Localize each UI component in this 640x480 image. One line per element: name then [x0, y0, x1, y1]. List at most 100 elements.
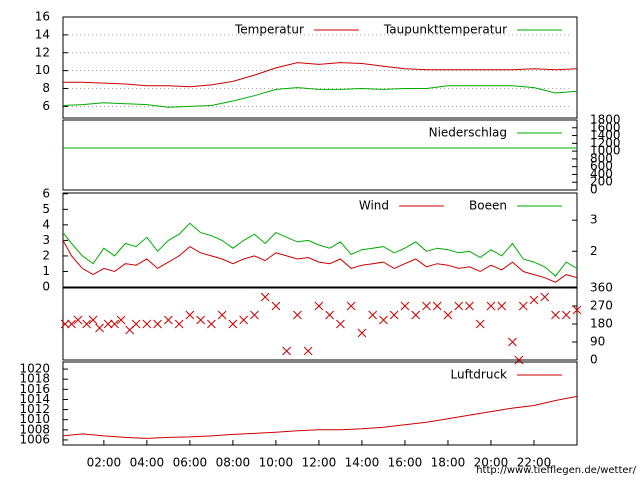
scatter-point [508, 337, 517, 347]
scatter-point [368, 310, 378, 320]
scatter-point [82, 319, 92, 329]
legend-label: Boeen [469, 199, 507, 213]
x-tick-label: 20:00 [474, 456, 509, 470]
y-tick-label: 1 [42, 264, 50, 278]
y-tick-label: 0 [42, 280, 50, 294]
y-tick-label: 3 [42, 233, 50, 247]
y-tick-label: 1006 [19, 432, 50, 446]
series-line [62, 240, 578, 283]
x-tick-label: 10:00 [259, 456, 294, 470]
scatter-point [514, 355, 524, 365]
y-tick-label: 1014 [19, 392, 50, 406]
y2-tick-label: 1600 [590, 120, 621, 134]
panel-frame [62, 16, 578, 119]
scatter-point [454, 301, 464, 311]
scatter-point [116, 315, 126, 325]
y-tick-label: 8 [42, 81, 50, 95]
scatter-point [379, 315, 388, 325]
y2-tick-label: 800 [590, 151, 613, 165]
scatter-point [228, 319, 238, 329]
x-tick-label: 22:00 [517, 456, 552, 470]
scatter-point [443, 310, 453, 320]
scatter-point [73, 315, 83, 325]
panel-frame [62, 361, 578, 446]
scatter-point [142, 319, 152, 329]
scatter-point [293, 310, 302, 320]
scatter-point [250, 310, 259, 320]
scatter-point [540, 292, 550, 302]
y2-tick-label: 1800 [590, 113, 621, 127]
x-tick-label: 12:00 [302, 456, 337, 470]
series-line [62, 395, 578, 439]
y2-tick-label: 600 [590, 159, 613, 173]
scatter-point [400, 301, 410, 311]
y2-tick-label: 3 [590, 213, 598, 227]
y2-tick-label: 90 [590, 335, 605, 349]
x-tick-label: 16:00 [388, 456, 423, 470]
y-tick-label: 5 [42, 202, 50, 216]
scatter-point [432, 301, 442, 311]
legend-label: Taupunkttemperatur [383, 23, 507, 37]
scatter-point [131, 319, 141, 329]
scatter-point [271, 301, 281, 311]
legend-label: Temperatur [234, 23, 304, 37]
legend-label: Niederschlag [429, 126, 507, 140]
y-tick-label: 1008 [19, 422, 50, 436]
y-tick-label: 2 [42, 248, 50, 262]
y2-tick-label: 0 [590, 183, 598, 197]
scatter-point [303, 346, 313, 356]
x-tick-label: 18:00 [431, 456, 466, 470]
scatter-point [314, 301, 324, 311]
scatter-point [110, 319, 119, 329]
y-tick-label: 1012 [19, 402, 50, 416]
y2-tick-label: 270 [590, 299, 613, 313]
scatter-point [239, 315, 249, 325]
scatter-point [153, 319, 162, 329]
scatter-point [164, 315, 173, 325]
panel-frame [62, 119, 578, 191]
y2-tick-label: 0 [590, 353, 598, 367]
scatter-point [357, 328, 367, 338]
y-tick-label: 6 [42, 99, 50, 113]
series-line [62, 85, 578, 108]
y-tick-label: 4 [42, 217, 50, 231]
y2-tick-label: 2 [590, 244, 598, 258]
y2-tick-label: 400 [590, 167, 613, 181]
scatter-point [88, 315, 98, 325]
y-tick-label: 6 [42, 186, 50, 200]
y-tick-label: 1010 [19, 412, 50, 426]
scatter-point [174, 319, 184, 329]
scatter-point [207, 319, 216, 329]
y-tick-label: 12 [35, 45, 50, 59]
scatter-point [486, 301, 496, 311]
x-tick-label: 08:00 [216, 456, 251, 470]
scatter-point [67, 319, 76, 329]
scatter-point [389, 310, 399, 320]
y-tick-label: 1018 [19, 372, 50, 386]
scatter-point [518, 301, 528, 311]
y2-tick-label: 180 [590, 317, 613, 331]
legend-label: Wind [359, 199, 389, 213]
y2-tick-label: 200 [590, 175, 613, 189]
y-tick-label: 16 [35, 10, 50, 24]
scatter-point [411, 310, 421, 320]
scatter-point [282, 346, 292, 356]
scatter-point [217, 310, 227, 320]
y2-tick-label: 1200 [590, 136, 621, 150]
y2-tick-label: 1400 [590, 128, 621, 142]
legend-label: Luftdruck [450, 368, 507, 382]
source-url: http://www.tiefflegen.de/wetter/ [476, 465, 636, 476]
scatter-point [497, 301, 507, 311]
y2-tick-label: 360 [590, 281, 613, 295]
scatter-point [185, 310, 195, 320]
y-tick-label: 14 [35, 27, 50, 41]
scatter-point [336, 319, 345, 329]
scatter-point [551, 310, 560, 320]
scatter-point [325, 310, 335, 320]
scatter-point [465, 301, 474, 311]
scatter-point [572, 305, 582, 315]
scatter-point [561, 310, 571, 320]
x-tick-label: 04:00 [130, 456, 165, 470]
scatter-point [529, 295, 539, 305]
